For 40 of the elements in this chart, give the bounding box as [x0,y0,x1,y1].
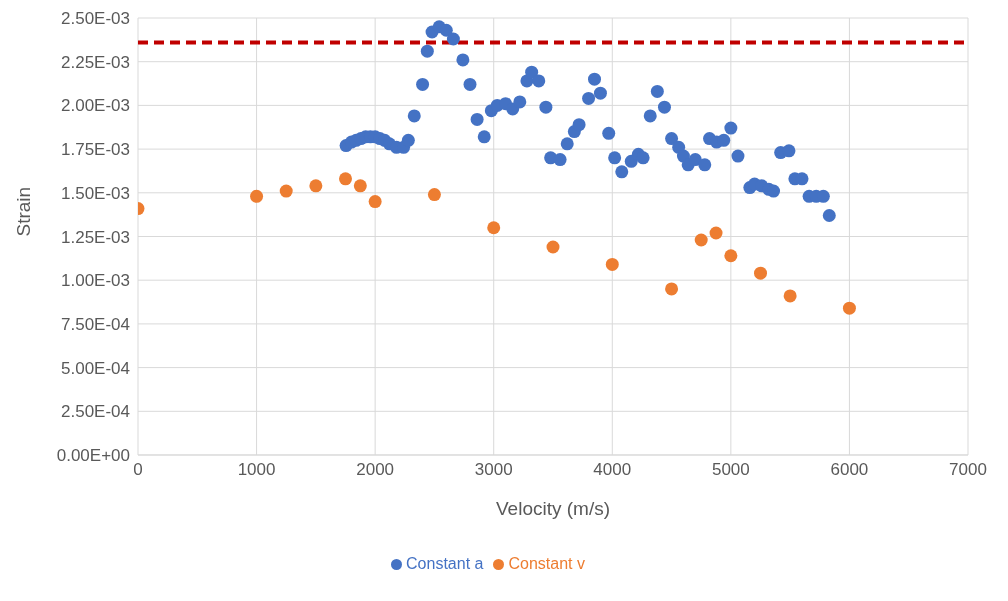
point [783,289,797,303]
point [709,226,723,240]
point [842,301,856,315]
point [353,179,367,193]
point [250,189,264,203]
point [279,184,293,198]
x-tick-label: 6000 [830,460,869,480]
legend-label: Constant v [508,555,585,572]
point [427,188,441,202]
y-tick-label: 1.75E-03 [61,140,130,160]
y-axis-title: Strain [12,186,34,237]
x-tick-label: 4000 [593,460,632,480]
y-tick-label: 1.50E-03 [61,183,130,203]
point [368,195,382,209]
x-tick-label: 2000 [356,460,395,480]
x-tick-label: 5000 [711,460,750,480]
point [605,257,619,271]
y-tick-label: 0.00E+00 [56,446,130,466]
point [665,282,679,296]
y-tick-label: 2.50E-04 [61,402,130,422]
x-tick-label: 7000 [949,460,987,480]
y-tick-label: 1.25E-03 [61,227,130,247]
legend-label: Constant a [406,555,484,572]
x-tick-label: 1000 [237,460,276,480]
point [724,249,738,263]
y-tick-label: 7.50E-04 [61,314,130,334]
y-tick-label: 2.25E-03 [61,52,130,72]
point [754,266,767,280]
point [339,172,352,186]
x-tick-label: 3000 [474,460,513,480]
y-tick-label: 5.00E-04 [61,358,130,378]
point [694,233,708,247]
point [546,240,560,254]
y-tick-label: 2.50E-03 [61,9,130,29]
point [487,221,501,235]
point [309,179,323,193]
y-tick-label: 2.00E-03 [61,96,130,116]
x-tick-label: 0 [133,460,143,480]
x-axis-title: Velocity (m/s) [495,498,611,519]
y-tick-label: 1.00E-03 [61,271,130,291]
